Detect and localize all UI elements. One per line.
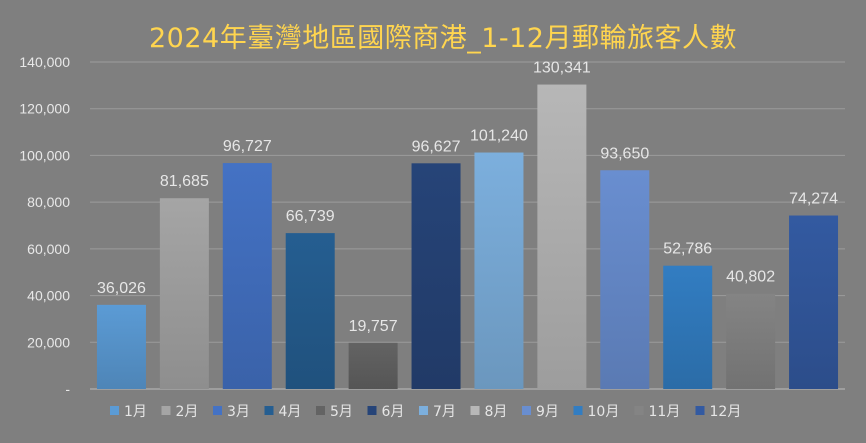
- bar-3: [222, 163, 272, 389]
- bar-8: [537, 84, 587, 389]
- y-axis-ticks: - 20,000 40,000 60,000 80,000 100,000 120,000 1…: [19, 54, 70, 397]
- y-tick-label: 140,000: [19, 54, 70, 70]
- legend-label: 7月: [433, 404, 456, 420]
- data-label: 40,802: [726, 269, 775, 286]
- y-tick-label: 100,000: [19, 147, 70, 163]
- data-label: 66,739: [286, 208, 335, 225]
- bar-6: [411, 163, 461, 389]
- legend-swatch: [634, 406, 644, 415]
- y-tick-label: 60,000: [27, 241, 70, 257]
- data-label: 52,786: [663, 241, 712, 258]
- legend-label: 1月: [124, 404, 147, 420]
- y-tick-label: -: [65, 381, 70, 397]
- legend-label: 4月: [279, 404, 302, 420]
- bar-9: [600, 170, 650, 389]
- data-label: 81,685: [160, 173, 209, 190]
- data-labels: 36,026 81,685 96,727 66,739 19,757 96,627 101,…: [97, 60, 838, 335]
- bar-1: [96, 304, 146, 389]
- data-label: 19,757: [349, 318, 398, 335]
- data-label: 93,650: [600, 145, 649, 162]
- bar-4: [285, 233, 335, 389]
- data-label: 101,240: [470, 128, 528, 145]
- y-tick-label: 40,000: [27, 288, 70, 304]
- legend-swatch: [573, 406, 583, 415]
- legend-label: 8月: [485, 404, 508, 420]
- data-label: 96,627: [412, 138, 461, 155]
- y-tick-label: 80,000: [27, 194, 70, 210]
- bar-7: [474, 152, 524, 389]
- bar-2: [159, 198, 209, 389]
- legend-label: 6月: [382, 404, 405, 420]
- bars: [96, 84, 839, 389]
- gridlines: [90, 61, 845, 390]
- data-label: 130,341: [533, 60, 591, 77]
- y-tick-label: 120,000: [19, 101, 70, 117]
- legend-swatch: [470, 406, 480, 415]
- data-label: 96,727: [223, 138, 272, 155]
- y-tick-label: 20,000: [27, 334, 70, 350]
- legend-label: 11月: [649, 404, 681, 420]
- legend-label: 2月: [176, 404, 199, 420]
- legend-label: 12月: [710, 404, 742, 420]
- bar-11: [726, 293, 776, 389]
- legend-swatch: [110, 406, 119, 415]
- legend-label: 5月: [330, 404, 353, 420]
- legend-swatch: [213, 406, 222, 415]
- data-label: 74,274: [789, 191, 838, 208]
- chart-title: 2024年臺灣地區國際商港_1-12月郵輪旅客人數: [149, 23, 737, 54]
- legend-label: 9月: [536, 404, 559, 420]
- bar-10: [663, 265, 713, 389]
- legend-label: 3月: [227, 404, 250, 420]
- bar-5: [348, 342, 398, 389]
- data-label: 36,026: [97, 280, 146, 297]
- legend-swatch: [316, 406, 325, 415]
- legend-swatch: [161, 406, 171, 415]
- legend-swatch: [264, 406, 274, 415]
- legend-label: 10月: [588, 404, 620, 420]
- legend-swatch: [522, 406, 531, 415]
- legend: 1月 2月 3月 4月 5月 6月 7月 8月 9月 10月 11月 12月: [110, 404, 741, 420]
- legend-swatch: [419, 406, 428, 415]
- bar-12: [789, 215, 839, 389]
- legend-swatch: [695, 406, 705, 415]
- legend-swatch: [367, 406, 377, 415]
